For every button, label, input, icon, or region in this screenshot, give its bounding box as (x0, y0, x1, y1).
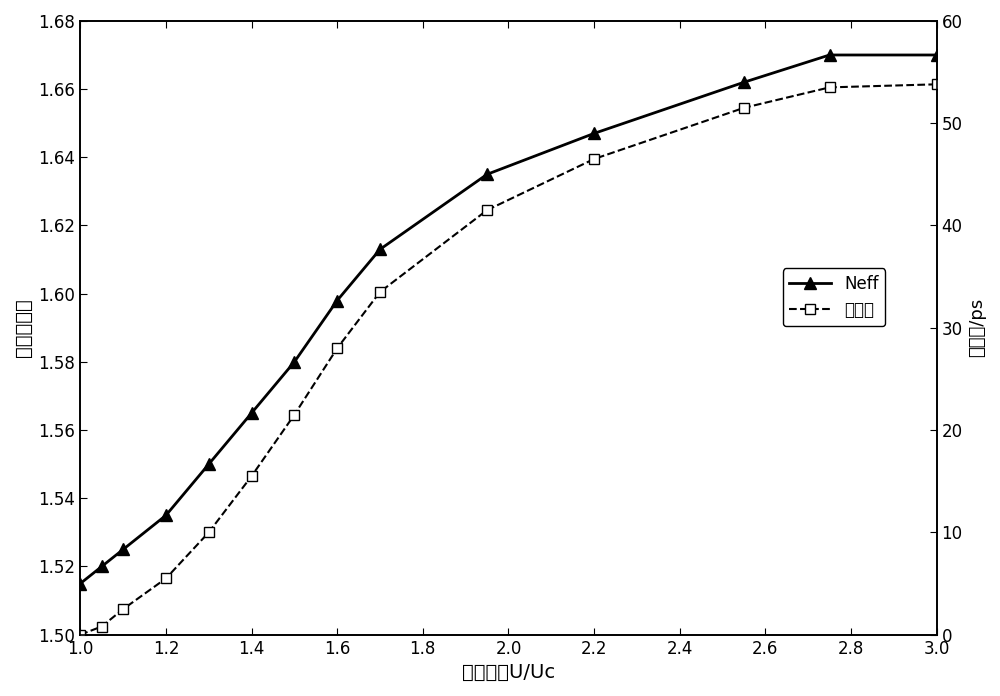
X-axis label: 相对电压U/Uᴄ: 相对电压U/Uᴄ (462, 663, 555, 682)
Neff (160, 511, 172, 519)
Neff (331, 296, 343, 305)
Y-axis label: 有效折射率: 有效折射率 (14, 299, 33, 357)
时延量 (374, 288, 386, 296)
Neff (588, 129, 600, 138)
Neff (96, 562, 108, 571)
Neff (117, 545, 129, 553)
时延量 (824, 84, 836, 92)
Neff (374, 245, 386, 253)
时延量 (203, 528, 215, 537)
Y-axis label: 时延量/ps: 时延量/ps (968, 298, 986, 358)
Legend: Neff, 时延量: Neff, 时延量 (783, 268, 885, 326)
Line: Neff: Neff (75, 49, 942, 589)
Neff (246, 409, 258, 417)
时延量 (96, 622, 108, 631)
时延量 (74, 631, 86, 639)
Neff (824, 51, 836, 59)
Neff (931, 51, 943, 59)
Neff (74, 579, 86, 587)
时延量 (331, 344, 343, 352)
时延量 (738, 104, 750, 112)
Neff (203, 460, 215, 468)
Neff (288, 358, 300, 366)
时延量 (117, 605, 129, 613)
Neff (738, 78, 750, 86)
时延量 (160, 574, 172, 583)
时延量 (246, 472, 258, 480)
时延量 (588, 155, 600, 163)
Neff (481, 170, 493, 178)
Line: 时延量: 时延量 (75, 79, 941, 640)
时延量 (481, 206, 493, 214)
时延量 (931, 80, 943, 88)
时延量 (288, 411, 300, 419)
